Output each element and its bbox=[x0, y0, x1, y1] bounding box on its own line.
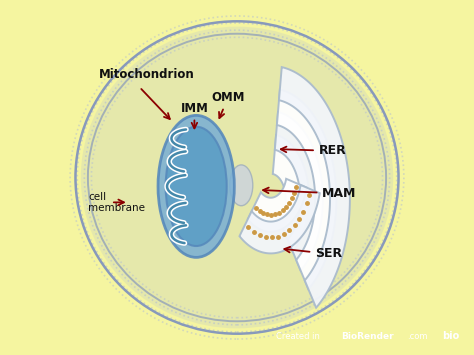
Text: SER: SER bbox=[284, 247, 342, 260]
Polygon shape bbox=[277, 89, 337, 289]
Ellipse shape bbox=[81, 27, 393, 328]
Text: Created in: Created in bbox=[276, 332, 322, 341]
Ellipse shape bbox=[165, 127, 227, 246]
Ellipse shape bbox=[230, 165, 253, 206]
Text: BioRender: BioRender bbox=[341, 332, 394, 341]
Text: cell
membrane: cell membrane bbox=[88, 192, 145, 213]
Text: bio: bio bbox=[442, 331, 459, 342]
Polygon shape bbox=[239, 185, 320, 253]
Text: MAM: MAM bbox=[263, 187, 356, 200]
Polygon shape bbox=[279, 67, 350, 308]
Polygon shape bbox=[273, 135, 309, 252]
Text: .com: .com bbox=[407, 332, 428, 341]
Text: Mitochondrion: Mitochondrion bbox=[99, 68, 194, 81]
Polygon shape bbox=[275, 112, 323, 271]
Text: RER: RER bbox=[281, 144, 346, 157]
Ellipse shape bbox=[158, 115, 234, 257]
Polygon shape bbox=[248, 179, 307, 232]
Text: OMM: OMM bbox=[211, 91, 245, 118]
Text: IMM: IMM bbox=[181, 102, 209, 128]
